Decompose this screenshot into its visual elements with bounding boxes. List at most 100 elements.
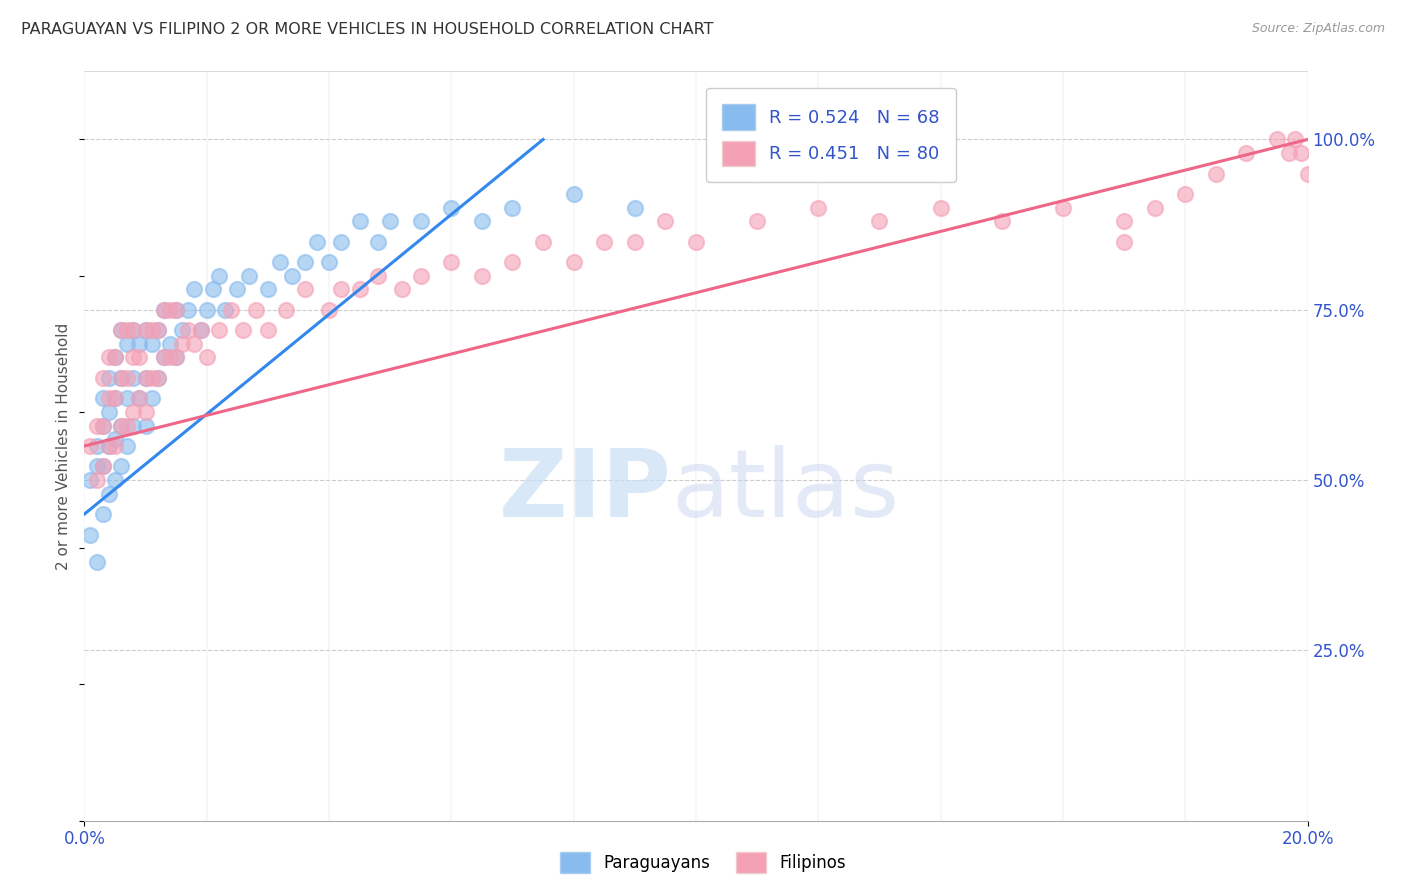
Point (146, 323, 169, 337)
Point (115, 323, 138, 337)
Point (1278, 146, 1301, 161)
Point (219, 302, 242, 317)
Point (122, 351, 145, 365)
Point (86, 418, 108, 433)
Point (330, 235, 353, 249)
Point (562, 186, 585, 201)
Point (115, 392, 138, 406)
Point (159, 336, 181, 351)
Point (1284, 132, 1306, 146)
Point (177, 302, 200, 317)
Point (79, 473, 101, 487)
Point (128, 351, 150, 365)
Point (128, 392, 150, 406)
Point (91, 371, 114, 385)
Point (97, 439, 120, 453)
Point (747, 214, 769, 228)
Point (1236, 146, 1258, 161)
Point (135, 371, 157, 385)
Point (869, 214, 891, 228)
Point (141, 336, 163, 351)
Point (409, 214, 432, 228)
Text: ZIP: ZIP (499, 445, 672, 537)
Point (380, 214, 402, 228)
Point (245, 302, 267, 317)
Point (201, 282, 224, 296)
Point (281, 268, 304, 283)
Point (79, 527, 101, 541)
Point (294, 282, 316, 296)
Point (190, 323, 212, 337)
Point (502, 255, 524, 269)
Point (115, 336, 138, 351)
Point (153, 351, 176, 365)
Point (1296, 167, 1319, 181)
Point (86, 459, 108, 474)
Point (104, 473, 127, 487)
Point (97, 392, 120, 406)
Point (562, 255, 585, 269)
Point (115, 371, 138, 385)
Point (624, 201, 647, 215)
Point (146, 323, 169, 337)
Point (104, 392, 127, 406)
Point (929, 201, 952, 215)
Point (226, 282, 249, 296)
Point (183, 336, 205, 351)
Point (232, 323, 254, 337)
Legend: R = 0.524   N = 68, R = 0.451   N = 80: R = 0.524 N = 68, R = 0.451 N = 80 (706, 88, 956, 182)
Point (531, 235, 554, 249)
Point (97, 439, 120, 453)
Point (294, 255, 316, 269)
Point (318, 255, 340, 269)
Point (409, 268, 432, 283)
Point (747, 167, 769, 181)
Point (104, 351, 127, 365)
Point (97, 351, 120, 365)
Point (991, 214, 1014, 228)
Point (97, 371, 120, 385)
Point (349, 282, 371, 296)
Point (159, 351, 181, 365)
Point (257, 282, 280, 296)
Point (146, 371, 169, 385)
Point (208, 268, 231, 283)
Point (86, 473, 108, 487)
Point (79, 439, 101, 453)
Point (91, 459, 114, 474)
Point (165, 351, 187, 365)
Point (1052, 201, 1074, 215)
Point (141, 323, 163, 337)
Point (214, 302, 236, 317)
Point (238, 268, 260, 283)
Point (195, 302, 218, 317)
Point (141, 392, 163, 406)
Point (502, 201, 524, 215)
Point (165, 351, 187, 365)
Point (165, 302, 187, 317)
Text: atlas: atlas (672, 445, 900, 537)
Point (86, 555, 108, 569)
Point (115, 439, 138, 453)
Point (110, 323, 132, 337)
Point (330, 282, 353, 296)
Point (349, 214, 371, 228)
Point (257, 323, 280, 337)
Point (135, 323, 157, 337)
Point (153, 351, 176, 365)
Point (440, 201, 463, 215)
Point (685, 235, 707, 249)
Point (135, 418, 157, 433)
Point (135, 405, 157, 419)
Point (91, 459, 114, 474)
Point (97, 486, 120, 500)
Point (1114, 214, 1136, 228)
Point (208, 323, 231, 337)
Point (122, 418, 145, 433)
Point (183, 282, 205, 296)
Point (122, 405, 145, 419)
Point (135, 323, 157, 337)
Point (593, 235, 616, 249)
Point (654, 214, 676, 228)
Text: Source: ZipAtlas.com: Source: ZipAtlas.com (1251, 22, 1385, 36)
